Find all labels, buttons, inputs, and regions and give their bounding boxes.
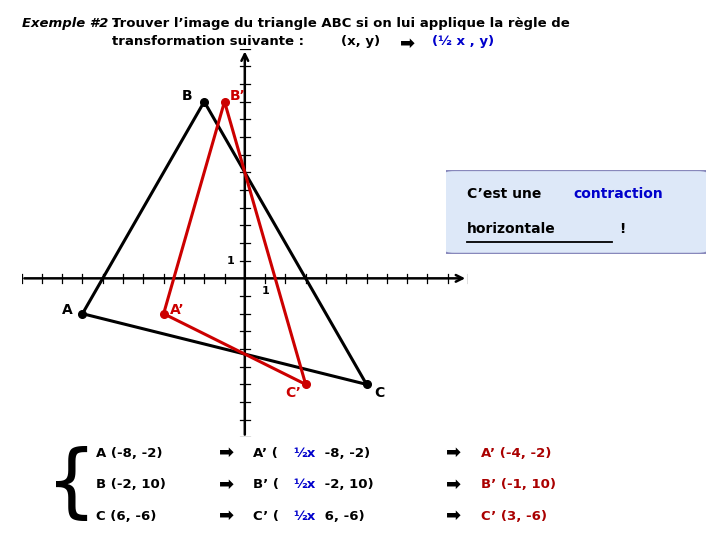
Text: 6, -6): 6, -6) (320, 510, 365, 523)
Text: Exemple #2 :: Exemple #2 : (22, 17, 118, 30)
Text: -8, -2): -8, -2) (320, 447, 370, 460)
Text: B’ (: B’ ( (253, 478, 279, 491)
Text: B’: B’ (230, 90, 246, 103)
Text: C’ (3, -6): C’ (3, -6) (481, 510, 546, 523)
Text: ½x: ½x (293, 447, 315, 460)
Text: ➡: ➡ (219, 476, 234, 494)
Text: A’ (-4, -2): A’ (-4, -2) (481, 447, 551, 460)
Text: !: ! (615, 222, 626, 235)
Text: ➡: ➡ (400, 35, 415, 52)
Text: 1: 1 (227, 255, 235, 266)
Text: ½x: ½x (293, 510, 315, 523)
Text: A’ (: A’ ( (253, 447, 278, 460)
Text: B’ (-1, 10): B’ (-1, 10) (481, 478, 556, 491)
Text: 1: 1 (261, 286, 269, 296)
Text: ➡: ➡ (446, 444, 462, 462)
Text: (½ x , y): (½ x , y) (432, 35, 494, 48)
Text: C (6, -6): C (6, -6) (96, 510, 156, 523)
Text: ½x: ½x (293, 478, 315, 491)
Text: B: B (181, 90, 192, 103)
Text: A: A (62, 303, 72, 317)
Text: transformation suivante :        (x, y): transformation suivante : (x, y) (112, 35, 389, 48)
Text: C’est une: C’est une (467, 186, 546, 200)
Text: B (-2, 10): B (-2, 10) (96, 478, 166, 491)
Text: ➡: ➡ (446, 476, 462, 494)
Text: ➡: ➡ (219, 507, 234, 525)
Text: A (-8, -2): A (-8, -2) (96, 447, 162, 460)
Text: ➡: ➡ (219, 444, 234, 462)
Text: C: C (374, 386, 385, 400)
Text: contraction: contraction (573, 186, 663, 200)
Text: A’: A’ (170, 303, 184, 317)
Text: ➡: ➡ (446, 507, 462, 525)
Text: C’: C’ (286, 386, 302, 400)
Text: horizontale: horizontale (467, 222, 556, 235)
Text: Trouver l’image du triangle ABC si on lui applique la règle de: Trouver l’image du triangle ABC si on lu… (112, 17, 570, 30)
Text: {: { (45, 446, 96, 524)
Text: -2, 10): -2, 10) (320, 478, 374, 491)
FancyBboxPatch shape (444, 170, 708, 254)
Text: C’ (: C’ ( (253, 510, 279, 523)
